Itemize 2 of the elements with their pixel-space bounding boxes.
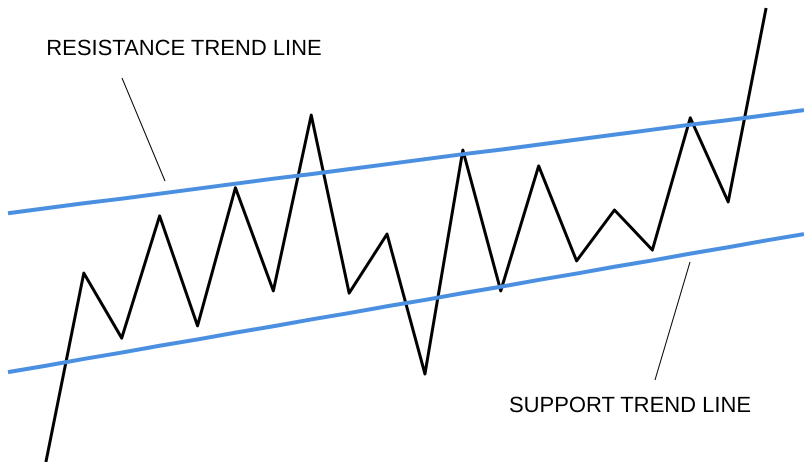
annotation: RESISTANCE TREND LINE (46, 35, 322, 60)
annotation: SUPPORT TREND LINE (508, 392, 752, 417)
